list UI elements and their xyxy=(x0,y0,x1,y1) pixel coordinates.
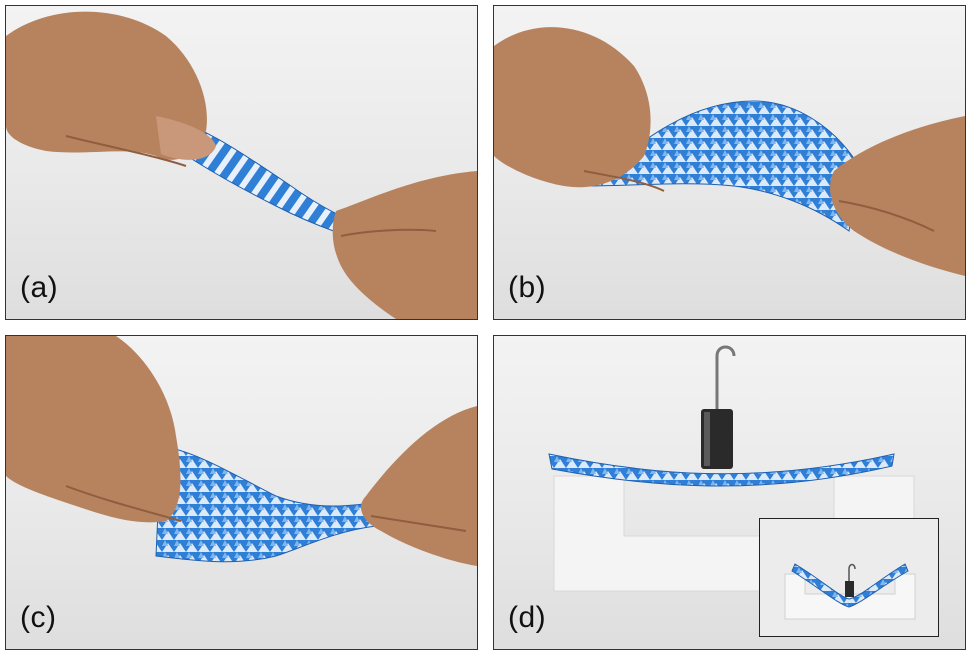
panel-label-d: (d) xyxy=(508,601,547,634)
photo-panel-d: (d) xyxy=(493,335,966,650)
inset-scene xyxy=(784,563,916,620)
photo-a-scene xyxy=(6,11,477,319)
photo-c-scene xyxy=(6,336,477,566)
photo-b-scene xyxy=(494,27,965,276)
photo-panel-b: (b) xyxy=(493,5,966,320)
panel-label-c: (c) xyxy=(20,601,57,634)
panel-label-a: (a) xyxy=(20,271,59,304)
photo-panel-c: (c) xyxy=(5,335,478,650)
inset-photo xyxy=(759,518,939,637)
photo-panel-a: (a) xyxy=(5,5,478,320)
panel-label-b: (b) xyxy=(508,271,547,304)
